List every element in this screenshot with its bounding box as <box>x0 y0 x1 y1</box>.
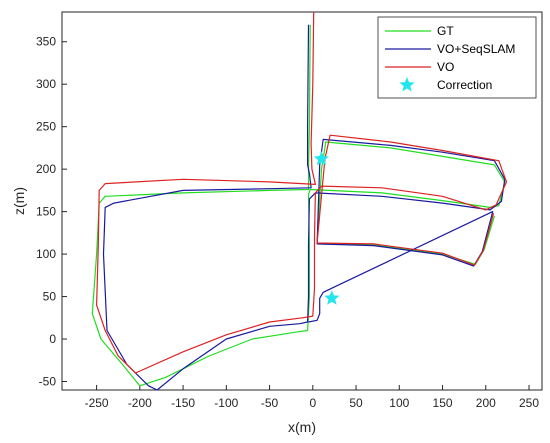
y-tick-label: 350 <box>36 35 56 49</box>
x-axis-label: x(m) <box>288 419 316 435</box>
legend-label: VO <box>437 60 454 74</box>
x-axis-ticks: -250 -200 -150 -100 -50 0 50 100 150 200 250 <box>85 385 539 410</box>
y-tick-label: 100 <box>36 247 56 261</box>
series-line-vo-seqslam <box>102 24 506 391</box>
x-tick-label: 150 <box>433 396 453 410</box>
x-tick-label: 200 <box>476 396 496 410</box>
legend: GT VO+SeqSLAM VO Correction <box>377 16 537 99</box>
y-tick-label: 250 <box>36 120 56 134</box>
y-tick-label: 300 <box>36 77 56 91</box>
x-tick-label: -50 <box>261 396 279 410</box>
correction-star-marker <box>324 290 340 305</box>
legend-label: Correction <box>437 78 492 92</box>
y-tick-label: 0 <box>49 332 56 346</box>
x-tick-label: 50 <box>349 396 363 410</box>
legend-label: VO+SeqSLAM <box>437 42 515 56</box>
x-tick-label: 100 <box>389 396 409 410</box>
y-axis-ticks: -50 0 50 100 150 200 250 300 350 <box>36 35 67 389</box>
trajectory-series <box>91 11 508 391</box>
correction-star-marker <box>313 150 330 166</box>
x-tick-label: -250 <box>85 396 109 410</box>
x-tick-label: -200 <box>128 396 152 410</box>
series-line-vo <box>95 11 508 374</box>
x-tick-label: -150 <box>171 396 195 410</box>
legend-marker-correction <box>399 77 415 92</box>
x-tick-label: 0 <box>309 396 316 410</box>
y-tick-label: 200 <box>36 162 56 176</box>
correction-markers <box>313 150 340 305</box>
y-axis-label: z(m) <box>11 187 27 215</box>
y-tick-label: 50 <box>43 290 57 304</box>
legend-label: GT <box>437 24 454 38</box>
y-tick-label: -50 <box>39 375 57 389</box>
y-tick-label: 150 <box>36 205 56 219</box>
x-tick-label: -100 <box>214 396 238 410</box>
series-line-gt <box>91 24 506 387</box>
x-tick-label: 250 <box>519 396 539 410</box>
